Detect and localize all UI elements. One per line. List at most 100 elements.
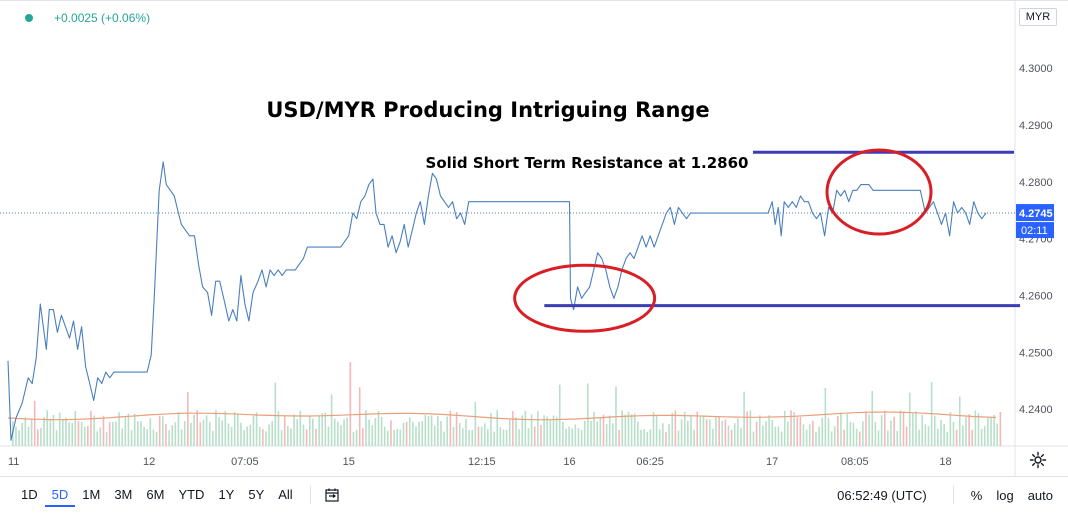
range-6m[interactable]: 6M (146, 487, 165, 502)
volume-bar (655, 415, 658, 446)
volume-bar (308, 415, 311, 446)
volume-bar (718, 416, 720, 446)
volume-bar (871, 390, 874, 446)
volume-bar (143, 426, 145, 446)
volume-bar (396, 428, 399, 446)
volume-bar (505, 429, 508, 446)
bottom-toolbar: 1D 5D 1M 3M 6M YTD 1Y 5Y All 06:52:49 (UTC) % lo… (0, 476, 1068, 512)
volume-bar (493, 431, 495, 446)
volume-bar (937, 428, 939, 446)
volume-bar (733, 423, 736, 446)
volume-bar (790, 410, 792, 446)
gear-icon[interactable] (1028, 450, 1048, 470)
volume-bar (727, 425, 730, 446)
volume-bar (65, 417, 67, 446)
volume-bar (965, 417, 967, 446)
volume-bar (762, 425, 764, 446)
range-1d[interactable]: 1D (21, 487, 38, 502)
volume-bar (746, 411, 749, 446)
volume-bar (312, 418, 314, 446)
volume-bar (593, 411, 595, 446)
volume-bar (677, 430, 680, 446)
volume-bar (268, 424, 270, 446)
range-all[interactable]: All (278, 487, 293, 502)
volume-bar (612, 423, 614, 446)
volume-bar (521, 415, 524, 446)
volume-bar (540, 425, 542, 446)
volume-bar (621, 410, 624, 446)
volume-bar (277, 411, 280, 446)
price-chart[interactable]: USD/MYR Producing Intriguing Range Solid … (0, 0, 1068, 476)
volume-bar (174, 422, 177, 446)
range-5y[interactable]: 5Y (248, 487, 265, 502)
volume-bar (721, 420, 724, 446)
volume-bar (499, 427, 502, 446)
volume-bar (799, 417, 802, 446)
volume-bar (958, 396, 961, 446)
volume-bar (990, 417, 992, 446)
percent-button[interactable]: % (970, 487, 983, 503)
range-3m[interactable]: 3M (114, 487, 133, 502)
x-tick-label: 08:05 (841, 456, 869, 468)
volume-bar (665, 431, 667, 446)
volume-bar (852, 422, 855, 446)
range-selector: 1D 5D 1M 3M 6M YTD 1Y 5Y All (14, 477, 343, 513)
volume-bar (177, 412, 180, 446)
calendar-compare-icon[interactable] (321, 483, 343, 507)
volume-bar (599, 417, 602, 446)
volume-bar (462, 428, 464, 446)
volume-bar (577, 428, 580, 446)
volume-bar (355, 430, 358, 446)
volume-bar (221, 420, 224, 446)
volume-bar (52, 414, 55, 446)
volume-bar (374, 418, 377, 446)
volume-bar (218, 417, 220, 446)
volume-bar (443, 431, 445, 446)
status-dot (25, 14, 33, 22)
volume-bar (215, 410, 217, 446)
range-1m[interactable]: 1M (82, 487, 101, 502)
volume-bar (237, 413, 239, 446)
volume-bar (596, 421, 599, 446)
volume-bar (430, 415, 433, 446)
volume-bar (952, 421, 955, 446)
volume-bar (377, 411, 380, 446)
volume-bar (102, 415, 105, 446)
volume-bar (624, 414, 627, 446)
volume-bar (637, 421, 639, 446)
volume-bar (740, 428, 742, 446)
range-1y[interactable]: 1Y (218, 487, 235, 502)
volume-bar (924, 424, 927, 446)
volume-bar (393, 430, 395, 446)
volume-bar (662, 423, 664, 446)
volume-bar (777, 426, 780, 446)
volume-bar (618, 429, 620, 446)
volume-bar (327, 426, 330, 446)
currency-label[interactable]: MYR (1019, 8, 1057, 26)
volume-bar (324, 412, 327, 446)
volume-bar (949, 412, 952, 446)
volume-bar (533, 426, 536, 446)
volume-bar (921, 415, 924, 446)
volume-bar (249, 424, 252, 446)
volume-bar (796, 417, 799, 446)
volume-bar (55, 430, 58, 446)
range-5d[interactable]: 5D (44, 483, 76, 507)
auto-button[interactable]: auto (1027, 487, 1053, 503)
volume-bar (933, 415, 936, 446)
range-ytd[interactable]: YTD (178, 487, 205, 502)
volume-bar (758, 415, 761, 446)
volume-bar (365, 410, 367, 446)
volume-bar (180, 429, 183, 446)
volume-bar (293, 414, 295, 446)
volume-bar (18, 430, 20, 446)
volume-bar (283, 416, 286, 446)
volume-bar (27, 426, 30, 446)
volume-bar (105, 431, 108, 446)
price-change: +0.0025 (+0.06%) (54, 11, 151, 25)
log-button[interactable]: log (996, 487, 1014, 503)
volume-ma-line (7, 411, 997, 421)
volume-bar (202, 419, 205, 446)
volume-bar (190, 422, 192, 446)
volume-bar (768, 415, 770, 446)
